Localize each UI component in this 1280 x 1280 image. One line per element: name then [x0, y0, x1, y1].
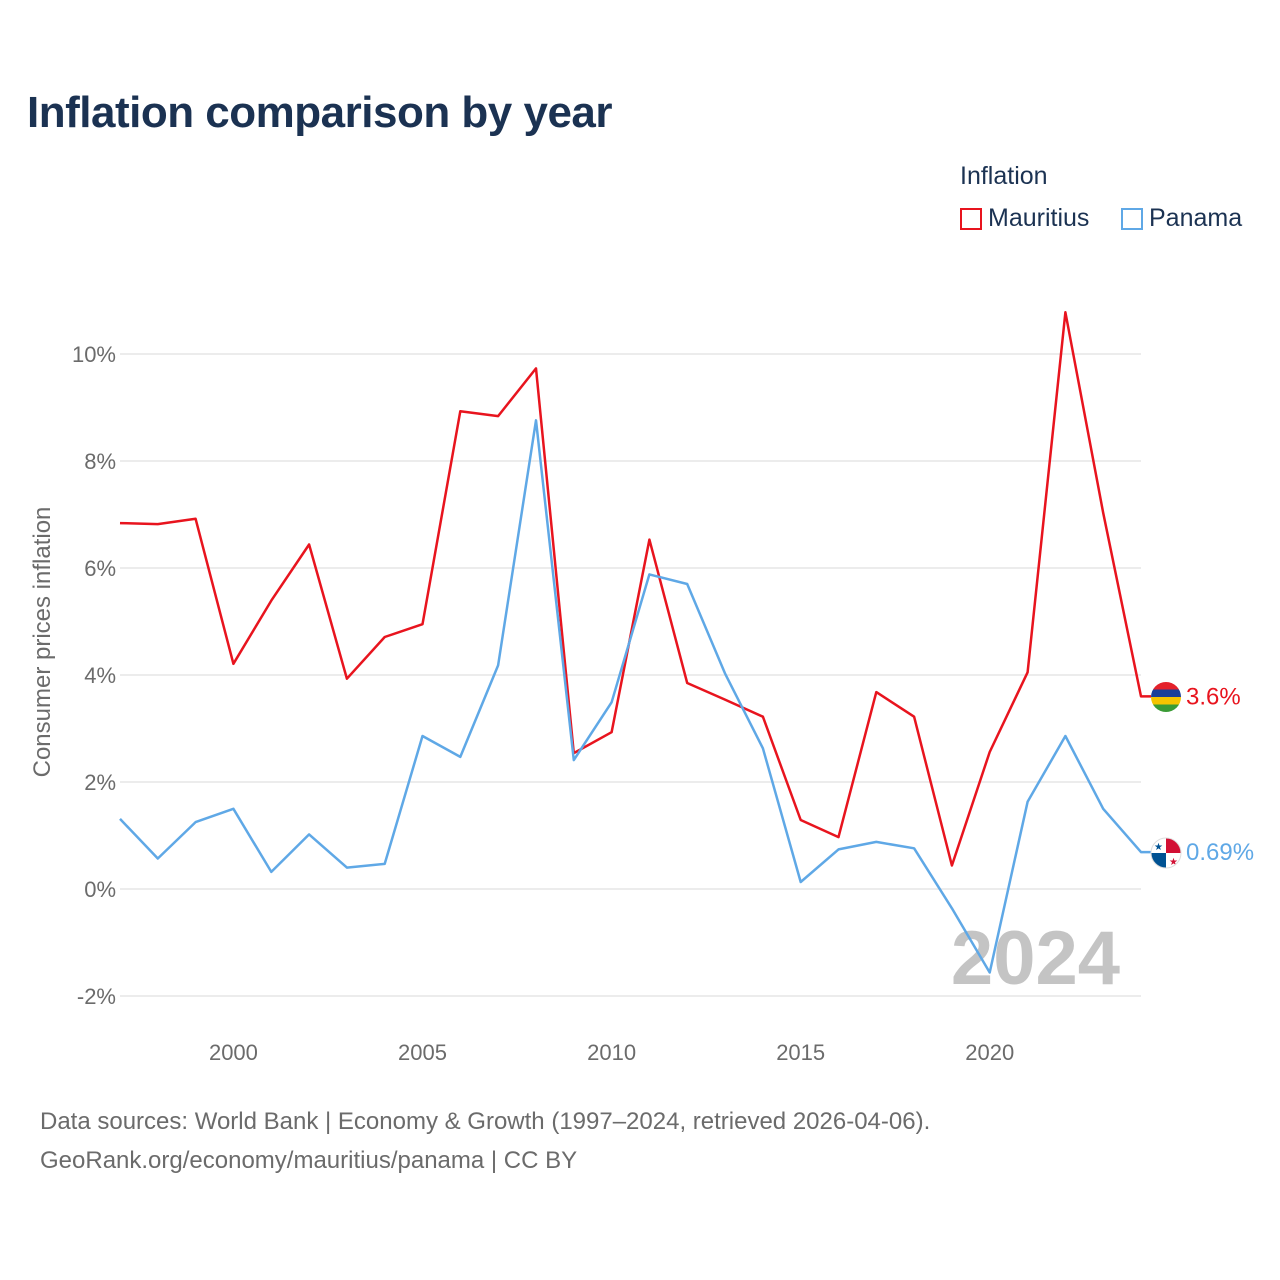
- legend-label-panama: Panama: [1149, 204, 1243, 232]
- legend-swatch-mauritius: [960, 207, 982, 230]
- x-tick-label: 2020: [965, 1040, 1014, 1065]
- y-tick-label: 2%: [84, 770, 116, 795]
- x-tick-label: 2010: [587, 1040, 636, 1065]
- year-watermark: 2024: [951, 916, 1120, 1001]
- line-chart: -2% 0% 2% 4% 6% 8% 10% 2000 2005 2010 2015 2020 20…: [29, 311, 1254, 1065]
- svg-text:★: ★: [1154, 842, 1163, 853]
- chart-title: Inflation comparison by year: [27, 88, 613, 137]
- series-line-panama[interactable]: [119, 419, 1151, 974]
- source-line-1: Data sources: World Bank | Economy & Gro…: [40, 1108, 931, 1135]
- source-line-2: GeoRank.org/economy/mauritius/panama | C…: [40, 1147, 578, 1174]
- svg-text:★: ★: [1169, 857, 1178, 868]
- x-tick-label: 2000: [209, 1040, 258, 1065]
- x-tick-label: 2005: [398, 1040, 447, 1065]
- y-tick-label: -2%: [77, 984, 116, 1009]
- y-tick-label: 6%: [84, 556, 116, 581]
- legend-item-mauritius[interactable]: Mauritius: [960, 204, 1089, 233]
- y-axis-label: Consumer prices inflation: [29, 507, 56, 778]
- y-tick-label: 8%: [84, 449, 116, 474]
- mauritius-flag-icon: [1151, 682, 1181, 712]
- end-label-panama: 0.69%: [1186, 839, 1254, 866]
- series-line-mauritius[interactable]: [119, 311, 1151, 867]
- y-tick-label: 10%: [72, 342, 116, 367]
- y-tick-label: 0%: [84, 877, 116, 902]
- y-tick-label: 4%: [84, 663, 116, 688]
- legend-swatch-panama: [1121, 207, 1143, 230]
- end-label-mauritius: 3.6%: [1186, 683, 1241, 710]
- legend-title: Inflation: [960, 162, 1048, 190]
- legend-label-mauritius: Mauritius: [988, 204, 1090, 232]
- legend-item-panama[interactable]: Panama: [1121, 204, 1242, 233]
- x-tick-label: 2015: [776, 1040, 825, 1065]
